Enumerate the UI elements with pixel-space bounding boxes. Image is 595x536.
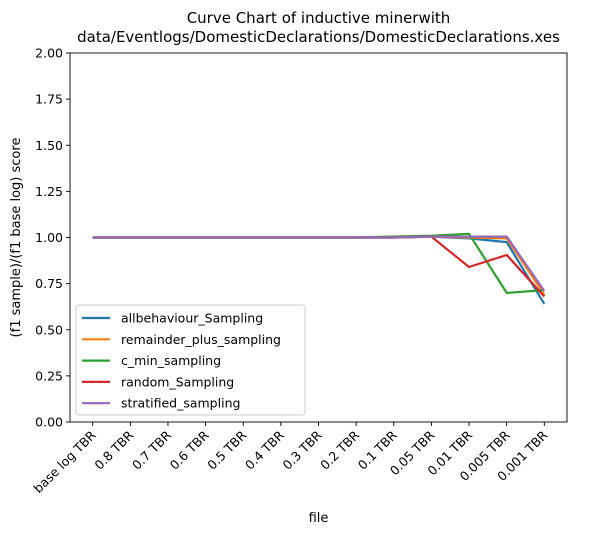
series-lines [92, 232, 546, 305]
x-tick-label: 0.4 TBR [242, 427, 287, 472]
series-line [92, 232, 545, 294]
x-tick-label: 0.8 TBR [91, 427, 136, 472]
y-tick-label: 1.50 [35, 138, 63, 153]
x-tick-label: 0.2 TBR [317, 427, 362, 472]
legend-label: remainder_plus_sampling [121, 332, 281, 347]
chart-title-line: Curve Chart of inductive minerwith [187, 9, 451, 27]
y-tick-label: 1.00 [35, 230, 63, 245]
y-tick-label: 2.00 [35, 46, 63, 61]
x-tick-label: 0.6 TBR [167, 427, 212, 472]
legend-label: c_min_sampling [121, 353, 221, 368]
y-tick-label: 1.75 [35, 92, 63, 107]
legend-label: random_Sampling [121, 374, 234, 389]
x-tick-label: 0.3 TBR [280, 427, 325, 472]
legend: allbehaviour_Sampling remainder_plus_samp… [75, 304, 306, 416]
legend-label: stratified_sampling [121, 396, 240, 411]
chart-title: Curve Chart of inductive minerwithdata/E… [77, 9, 560, 46]
y-axis: 0.00 0.25 0.50 0.75 1.00 1.25 1.50 1.75 2.00 [35, 46, 70, 430]
legend-label: allbehaviour_Sampling [121, 311, 263, 326]
x-axis-label: file [309, 511, 329, 526]
legend-box [75, 304, 306, 416]
y-tick-label: 0.75 [35, 276, 63, 291]
y-axis-label: (f1 sample)/(f1 base log) score [9, 138, 24, 338]
y-tick-label: 0.25 [35, 368, 63, 383]
x-tick-label: 0.5 TBR [204, 427, 249, 472]
x-tick-label: 0.7 TBR [129, 427, 174, 472]
y-tick-label: 0.00 [35, 415, 63, 430]
chart-title-line: data/Eventlogs/DomesticDeclarations/Dome… [77, 28, 560, 46]
y-tick-label: 1.25 [35, 184, 63, 199]
series-line [92, 235, 546, 292]
x-tick-label: base log TBR [30, 427, 99, 496]
y-tick-label: 0.50 [35, 322, 63, 337]
